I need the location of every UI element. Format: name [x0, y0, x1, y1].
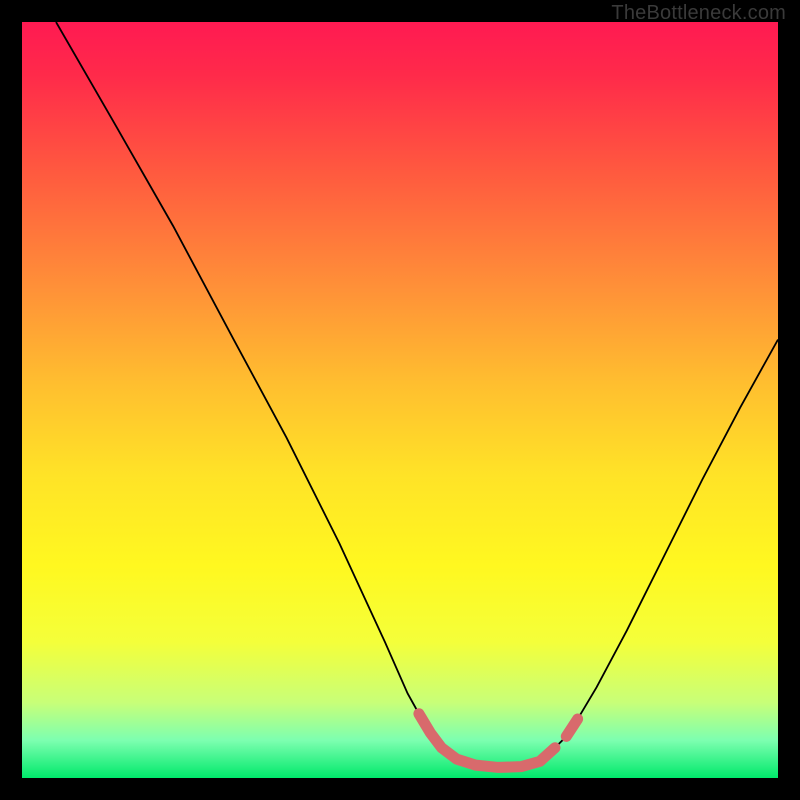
chart-frame: TheBottleneck.com — [0, 0, 800, 800]
chart-gradient-area — [22, 22, 778, 778]
watermark-text: TheBottleneck.com — [611, 2, 786, 25]
